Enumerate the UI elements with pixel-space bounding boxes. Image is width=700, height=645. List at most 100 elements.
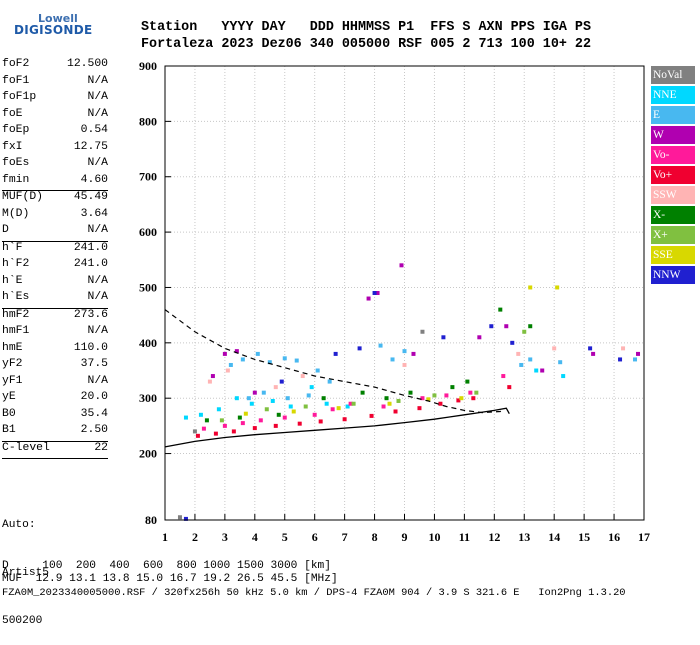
x-tick-label: 2 (192, 530, 198, 544)
param-value: N/A (87, 107, 108, 120)
echo-point (489, 324, 494, 329)
param-value: 241.0 (73, 258, 108, 270)
param-value: 4.60 (80, 173, 108, 186)
param-name: hmE (2, 341, 23, 354)
echo-point (258, 418, 263, 423)
echo-point (528, 357, 533, 362)
x-tick-label: 16 (608, 530, 620, 544)
echo-point (321, 396, 326, 401)
echo-point (420, 329, 425, 334)
param-value: N/A (87, 274, 108, 287)
x-tick-label: 3 (222, 530, 228, 544)
echo-point (636, 351, 641, 356)
echo-point (417, 406, 422, 411)
auto-code: 500200 (2, 615, 43, 627)
echo-point (282, 356, 287, 361)
param-value: N/A (87, 291, 108, 303)
echo-point (276, 412, 281, 417)
echo-point (510, 340, 515, 345)
echo-point (411, 351, 416, 356)
echo-point (528, 285, 533, 290)
auto-program: Artist5 (2, 567, 49, 579)
echo-point (507, 385, 512, 390)
polarization-legend: NoVal NNE E W Vo- Vo+ SSW X- X+ SSE NNW (651, 66, 695, 286)
echo-point (402, 349, 407, 354)
param-name: foE (2, 107, 23, 120)
echo-point (234, 349, 239, 354)
x-tick-label: 6 (312, 530, 318, 544)
param-name: B0 (2, 407, 16, 420)
echo-point (555, 285, 560, 290)
y-tick-label: 600 (139, 225, 157, 239)
footer-file-info: FZA0M_2023340005000.RSF / 320fx256h 50 k… (2, 587, 626, 599)
param-name: foF1 (2, 74, 30, 87)
y-tick-label: 400 (139, 336, 157, 350)
echo-point (273, 423, 278, 428)
y-tick-label: 700 (139, 170, 157, 184)
x-tick-label: 1 (162, 530, 168, 544)
param-name: yE (2, 391, 16, 403)
x-tick-label: 7 (342, 530, 348, 544)
echo-point (219, 418, 224, 423)
param-row: foF1p N/A (2, 91, 108, 108)
param-name: foF1p (2, 91, 37, 103)
echo-point (216, 407, 221, 412)
echo-point (285, 396, 290, 401)
param-row: D N/A (2, 224, 108, 242)
auto-label: Auto: (2, 519, 36, 531)
y-tick-label: 800 (139, 114, 157, 128)
echo-point (390, 357, 395, 362)
param-row: C-level 22 (2, 442, 108, 459)
echo-point (621, 346, 626, 351)
echo-point (267, 360, 272, 365)
param-value: 20.0 (80, 391, 108, 403)
echo-point (522, 329, 527, 334)
param-name: h`F2 (2, 258, 30, 270)
echo-point (261, 390, 266, 395)
echo-point (633, 357, 638, 362)
param-row: foE N/A (2, 108, 108, 125)
echo-point (177, 515, 182, 520)
echo-point (369, 413, 374, 418)
echo-point (252, 426, 257, 431)
echo-point (501, 374, 506, 379)
param-name: MUF(D) (2, 191, 44, 203)
echo-point (360, 390, 365, 395)
echo-point (552, 346, 557, 351)
param-value: 12.75 (73, 140, 108, 153)
echo-points (177, 263, 641, 521)
param-name: h`F (2, 241, 23, 254)
trace-curve (164, 407, 510, 448)
echo-point (591, 351, 596, 356)
param-name: B1 (2, 424, 16, 436)
x-tick-label: 14 (548, 530, 560, 544)
echo-point (201, 426, 206, 431)
logo-lowell: Lowell (38, 12, 78, 25)
echo-point (504, 324, 509, 329)
x-tick-label: 17 (638, 530, 650, 544)
echo-point (195, 433, 200, 438)
param-name: hmF1 (2, 325, 30, 337)
echo-point (396, 398, 401, 403)
echo-point (270, 398, 275, 403)
echo-point (288, 404, 293, 409)
echo-point (426, 397, 431, 402)
x-tick-label: 9 (402, 530, 408, 544)
echo-point (183, 516, 188, 521)
param-row: B1 2.50 (2, 424, 108, 442)
param-name: h`E (2, 274, 23, 287)
echo-point (408, 390, 413, 395)
echo-point (465, 379, 470, 384)
echo-point (330, 407, 335, 412)
echo-point (222, 423, 227, 428)
echo-point (372, 291, 377, 295)
echo-point (312, 412, 317, 417)
param-row: MUF(D) 45.49 (2, 191, 108, 208)
x-tick-labels: 1 2 3 4 5 6 7 8 9 10 11 12 13 14 15 16 17 (162, 530, 650, 544)
param-row: h`E N/A (2, 275, 108, 292)
echo-point (420, 396, 425, 401)
legend-item: E (651, 106, 695, 124)
param-value: 37.5 (80, 358, 108, 370)
param-value: 2.50 (80, 424, 108, 436)
